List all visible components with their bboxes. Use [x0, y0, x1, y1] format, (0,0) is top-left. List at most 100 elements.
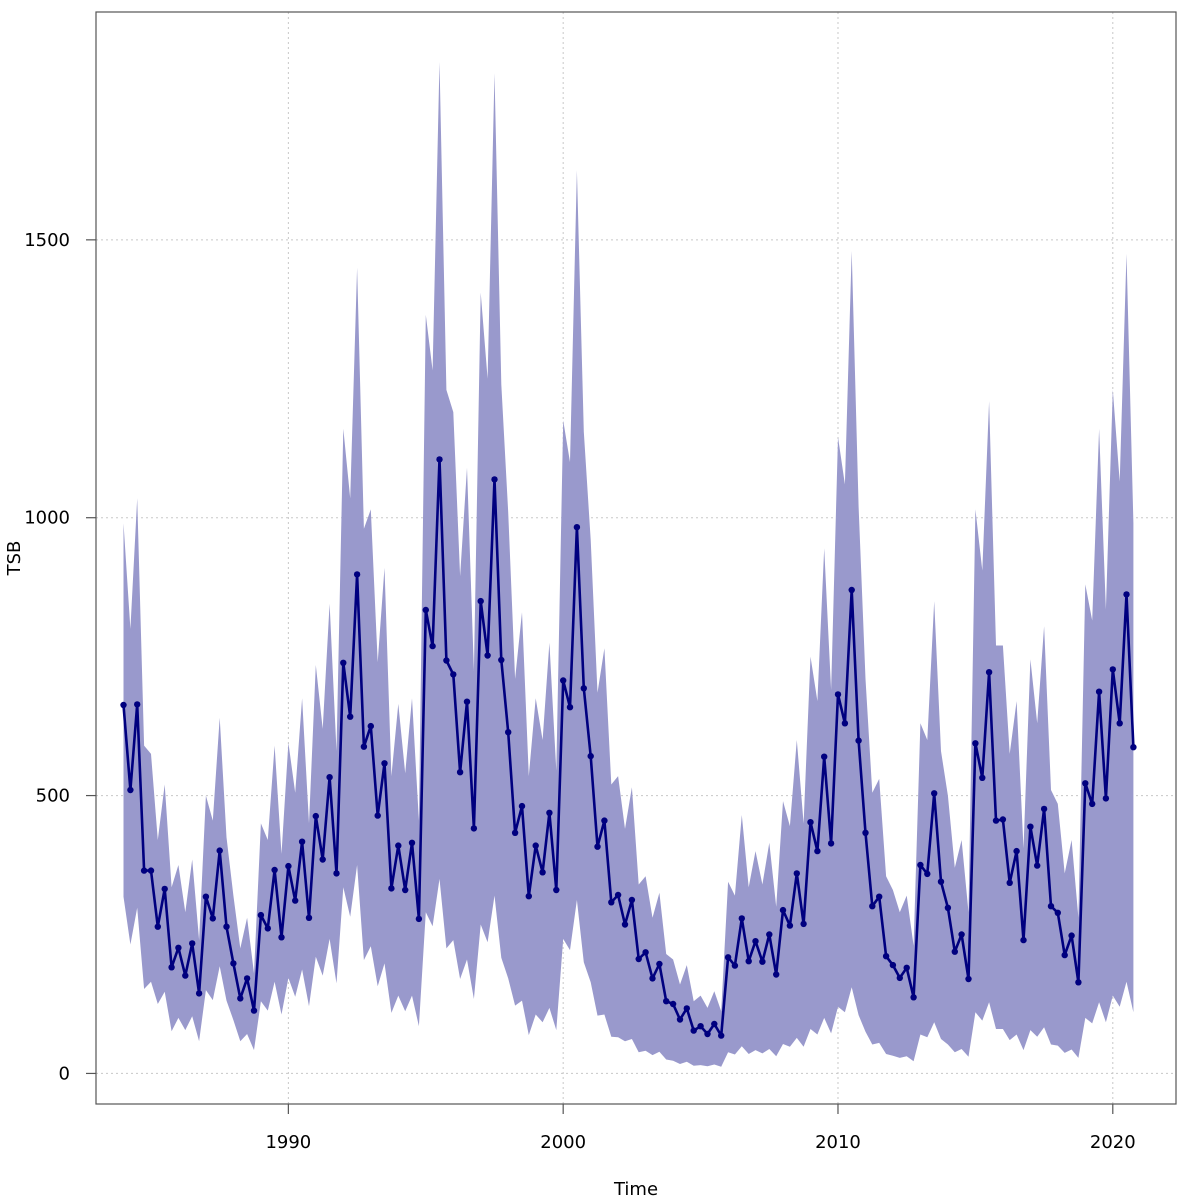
data-point [1089, 800, 1096, 808]
data-point [745, 958, 752, 965]
data-point [834, 691, 842, 698]
data-point [532, 842, 539, 849]
data-point [450, 671, 457, 678]
data-point [869, 903, 876, 910]
tsb-series-points [120, 456, 1137, 1039]
data-point [140, 867, 148, 874]
data-point [573, 524, 581, 531]
data-point [669, 1000, 677, 1008]
data-point [965, 975, 972, 983]
data-point [491, 476, 498, 483]
data-point [388, 885, 395, 892]
y-tick-label: 0 [59, 1063, 70, 1084]
data-point [704, 1030, 711, 1038]
data-point [367, 722, 374, 730]
data-point [876, 893, 883, 900]
data-point [353, 571, 361, 578]
y-tick-label: 1000 [24, 508, 70, 529]
data-point [195, 990, 203, 997]
data-point [546, 809, 553, 816]
data-point [505, 729, 512, 736]
data-point [1130, 744, 1137, 751]
data-point [773, 971, 780, 978]
data-point [202, 893, 210, 900]
data-point [340, 659, 347, 666]
data-point [278, 934, 285, 941]
data-point [182, 972, 189, 979]
x-tick-label: 2000 [540, 1132, 586, 1153]
data-point [326, 774, 333, 781]
data-point [1068, 932, 1075, 939]
data-point [381, 760, 388, 767]
data-point [161, 885, 168, 893]
data-point [738, 915, 745, 922]
data-point [766, 931, 773, 938]
data-point [264, 925, 271, 932]
data-point [979, 774, 986, 781]
data-point [1054, 909, 1062, 916]
data-point [402, 886, 409, 894]
data-point [992, 817, 1000, 824]
data-point [793, 870, 800, 877]
data-point [470, 825, 478, 832]
data-point [1075, 979, 1082, 986]
data-point [1061, 951, 1068, 959]
data-point [951, 948, 958, 955]
y-tick-label: 1500 [24, 230, 70, 251]
data-point [347, 713, 354, 720]
data-point [175, 944, 182, 951]
data-point [656, 960, 663, 968]
data-point [518, 802, 526, 810]
data-point [889, 961, 897, 969]
data-point [896, 974, 903, 982]
data-point [189, 940, 196, 947]
x-tick-label: 2020 [1090, 1132, 1136, 1153]
data-point [848, 586, 855, 594]
x-tick-label: 2010 [815, 1132, 861, 1153]
data-point [917, 861, 924, 869]
data-point [999, 816, 1007, 823]
data-point [786, 922, 794, 929]
data-point [456, 769, 464, 776]
data-point [1095, 688, 1103, 695]
data-point [127, 786, 134, 794]
data-point [257, 911, 265, 919]
data-point [560, 677, 567, 684]
data-point [243, 975, 251, 982]
data-point [1027, 823, 1034, 830]
data-point [759, 958, 766, 965]
data-point [903, 964, 910, 971]
data-point [779, 906, 787, 914]
x-axis-title: Time [613, 1179, 658, 1200]
y-axis: 0 500 1000 1500 [24, 230, 96, 1084]
data-point [594, 843, 601, 850]
data-point [642, 949, 649, 956]
data-point [1102, 795, 1110, 802]
data-point [697, 1022, 704, 1030]
data-point [484, 652, 491, 659]
y-tick-label: 500 [36, 786, 70, 807]
data-point [305, 914, 313, 921]
data-point [985, 669, 993, 676]
data-point [463, 698, 471, 705]
data-point [209, 915, 216, 922]
data-point [422, 606, 429, 614]
data-point [718, 1032, 725, 1039]
data-point [882, 953, 890, 960]
data-point [298, 838, 306, 845]
data-point [621, 921, 629, 928]
data-point [1006, 879, 1013, 886]
data-point [821, 753, 828, 760]
data-point [601, 817, 608, 824]
data-point [120, 701, 127, 709]
data-point [924, 870, 931, 878]
data-point [841, 720, 849, 727]
data-point [553, 886, 560, 894]
data-point [635, 955, 642, 963]
data-point [168, 964, 175, 971]
tsb-series-line [122, 458, 1135, 1037]
data-point [230, 960, 237, 967]
data-point [1040, 805, 1048, 813]
data-point [972, 740, 979, 747]
x-tick-label: 1990 [265, 1132, 311, 1153]
